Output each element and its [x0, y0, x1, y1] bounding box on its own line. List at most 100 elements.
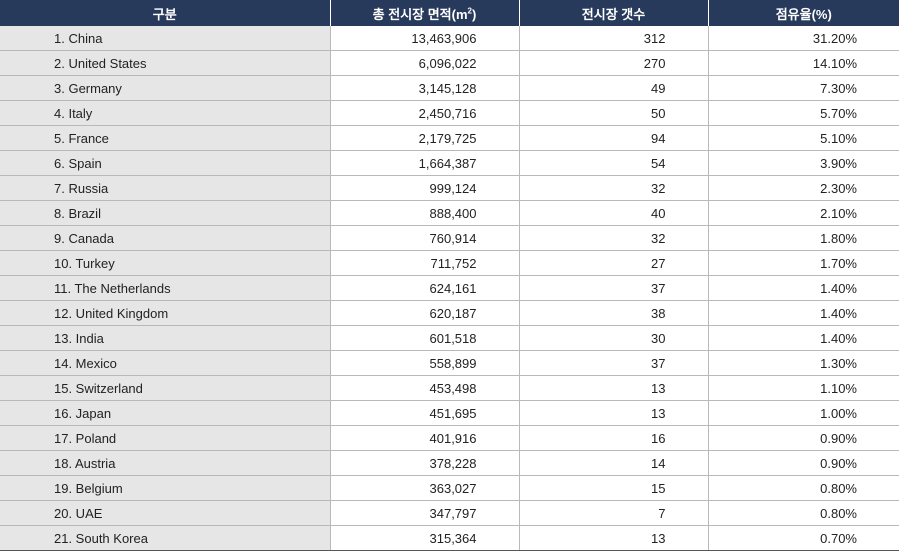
- total-area-cell: 558,899: [329, 350, 519, 376]
- table-body: 1. China 13,463,906 312 31.20% 2. United Sta…: [0, 26, 899, 551]
- venue-count-cell: 37: [518, 275, 708, 301]
- venue-count-cell: 312: [518, 26, 708, 51]
- market-share-cell: 0.80%: [707, 475, 899, 501]
- table-row: 20. UAE 347,797 7 0.80%: [0, 500, 899, 526]
- country-cell: 10. Turkey: [0, 250, 330, 276]
- market-share-cell: 1.80%: [707, 225, 899, 251]
- market-share-cell: 5.70%: [707, 100, 899, 126]
- market-share-cell: 7.30%: [707, 75, 899, 101]
- venue-count-cell: 32: [518, 225, 708, 251]
- header-area-close-paren: ): [471, 6, 477, 22]
- total-area-cell: 620,187: [329, 300, 519, 326]
- total-area-cell: 6,096,022: [329, 50, 519, 76]
- market-share-cell: 0.90%: [707, 450, 899, 476]
- total-area-cell: 3,145,128: [329, 75, 519, 101]
- total-area-cell: 13,463,906: [329, 26, 519, 51]
- country-cell: 18. Austria: [0, 450, 330, 476]
- table-row: 1. China 13,463,906 312 31.20%: [0, 26, 899, 51]
- total-area-cell: 378,228: [329, 450, 519, 476]
- venue-count-cell: 270: [518, 50, 708, 76]
- country-cell: 13. India: [0, 325, 330, 351]
- table-row: 13. India 601,518 30 1.40%: [0, 325, 899, 351]
- table-row: 9. Canada 760,914 32 1.80%: [0, 225, 899, 251]
- country-cell: 17. Poland: [0, 425, 330, 451]
- venue-count-cell: 27: [518, 250, 708, 276]
- table-row: 6. Spain 1,664,387 54 3.90%: [0, 150, 899, 176]
- country-cell: 15. Switzerland: [0, 375, 330, 401]
- header-row: 구분 총 전시장 면적(m2) 전시장 갯수 점유율(%): [0, 0, 899, 26]
- table-header: 구분 총 전시장 면적(m2) 전시장 갯수 점유율(%): [0, 0, 899, 26]
- table-row: 8. Brazil 888,400 40 2.10%: [0, 200, 899, 226]
- market-share-cell: 1.40%: [707, 300, 899, 326]
- market-share-cell: 3.90%: [707, 150, 899, 176]
- country-cell: 7. Russia: [0, 175, 330, 201]
- total-area-cell: 315,364: [329, 525, 519, 551]
- market-share-cell: 2.30%: [707, 175, 899, 201]
- country-cell: 3. Germany: [0, 75, 330, 101]
- country-cell: 5. France: [0, 125, 330, 151]
- venue-count-cell: 40: [518, 200, 708, 226]
- country-cell: 2. United States: [0, 50, 330, 76]
- market-share-cell: 5.10%: [707, 125, 899, 151]
- country-cell: 16. Japan: [0, 400, 330, 426]
- venue-count-cell: 37: [518, 350, 708, 376]
- country-cell: 12. United Kingdom: [0, 300, 330, 326]
- total-area-cell: 451,695: [329, 400, 519, 426]
- total-area-cell: 453,498: [329, 375, 519, 401]
- market-share-cell: 2.10%: [707, 200, 899, 226]
- country-cell: 9. Canada: [0, 225, 330, 251]
- venue-count-cell: 14: [518, 450, 708, 476]
- table-row: 19. Belgium 363,027 15 0.80%: [0, 475, 899, 501]
- table-row: 2. United States 6,096,022 270 14.10%: [0, 50, 899, 76]
- header-category: 구분: [0, 0, 330, 26]
- table-row: 11. The Netherlands 624,161 37 1.40%: [0, 275, 899, 301]
- country-cell: 1. China: [0, 26, 330, 51]
- table-row: 12. United Kingdom 620,187 38 1.40%: [0, 300, 899, 326]
- venue-count-cell: 94: [518, 125, 708, 151]
- market-share-cell: 1.70%: [707, 250, 899, 276]
- total-area-cell: 601,518: [329, 325, 519, 351]
- venue-count-cell: 32: [518, 175, 708, 201]
- total-area-cell: 1,664,387: [329, 150, 519, 176]
- market-share-cell: 1.10%: [707, 375, 899, 401]
- total-area-cell: 760,914: [329, 225, 519, 251]
- venue-count-cell: 30: [518, 325, 708, 351]
- total-area-cell: 2,179,725: [329, 125, 519, 151]
- market-share-cell: 1.00%: [707, 400, 899, 426]
- venue-count-cell: 7: [518, 500, 708, 526]
- table-row: 4. Italy 2,450,716 50 5.70%: [0, 100, 899, 126]
- market-share-cell: 14.10%: [707, 50, 899, 76]
- country-cell: 11. The Netherlands: [0, 275, 330, 301]
- table-row: 15. Switzerland 453,498 13 1.10%: [0, 375, 899, 401]
- header-area-unit-exponent: 2: [467, 6, 472, 16]
- market-share-cell: 0.70%: [707, 525, 899, 551]
- venue-count-cell: 54: [518, 150, 708, 176]
- venue-count-cell: 38: [518, 300, 708, 326]
- table-row: 10. Turkey 711,752 27 1.70%: [0, 250, 899, 276]
- table-row: 3. Germany 3,145,128 49 7.30%: [0, 75, 899, 101]
- header-total-area-label: 총 전시장 면적(m: [372, 6, 468, 22]
- table-row: 21. South Korea 315,364 13 0.70%: [0, 525, 899, 551]
- venue-count-cell: 50: [518, 100, 708, 126]
- country-cell: 19. Belgium: [0, 475, 330, 501]
- total-area-cell: 624,161: [329, 275, 519, 301]
- venue-count-cell: 13: [518, 375, 708, 401]
- total-area-cell: 711,752: [329, 250, 519, 276]
- header-total-area: 총 전시장 면적(m2): [329, 0, 519, 26]
- country-cell: 4. Italy: [0, 100, 330, 126]
- table-row: 7. Russia 999,124 32 2.30%: [0, 175, 899, 201]
- market-share-cell: 0.90%: [707, 425, 899, 451]
- header-market-share: 점유율(%): [707, 0, 899, 26]
- market-share-cell: 31.20%: [707, 26, 899, 51]
- country-cell: 21. South Korea: [0, 525, 330, 551]
- table-row: 16. Japan 451,695 13 1.00%: [0, 400, 899, 426]
- venue-count-cell: 13: [518, 525, 708, 551]
- market-share-cell: 0.80%: [707, 500, 899, 526]
- total-area-cell: 888,400: [329, 200, 519, 226]
- country-cell: 20. UAE: [0, 500, 330, 526]
- table-row: 18. Austria 378,228 14 0.90%: [0, 450, 899, 476]
- table-row: 14. Mexico 558,899 37 1.30%: [0, 350, 899, 376]
- country-cell: 14. Mexico: [0, 350, 330, 376]
- table-row: 17. Poland 401,916 16 0.90%: [0, 425, 899, 451]
